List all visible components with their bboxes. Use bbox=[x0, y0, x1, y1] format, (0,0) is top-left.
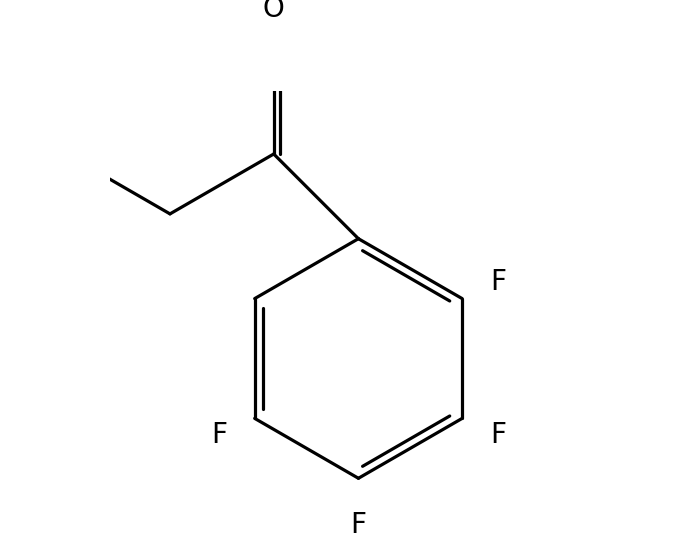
Text: F: F bbox=[490, 268, 506, 296]
Text: F: F bbox=[350, 511, 367, 539]
Text: F: F bbox=[490, 421, 506, 449]
Text: F: F bbox=[211, 421, 226, 449]
Text: O: O bbox=[263, 0, 285, 23]
